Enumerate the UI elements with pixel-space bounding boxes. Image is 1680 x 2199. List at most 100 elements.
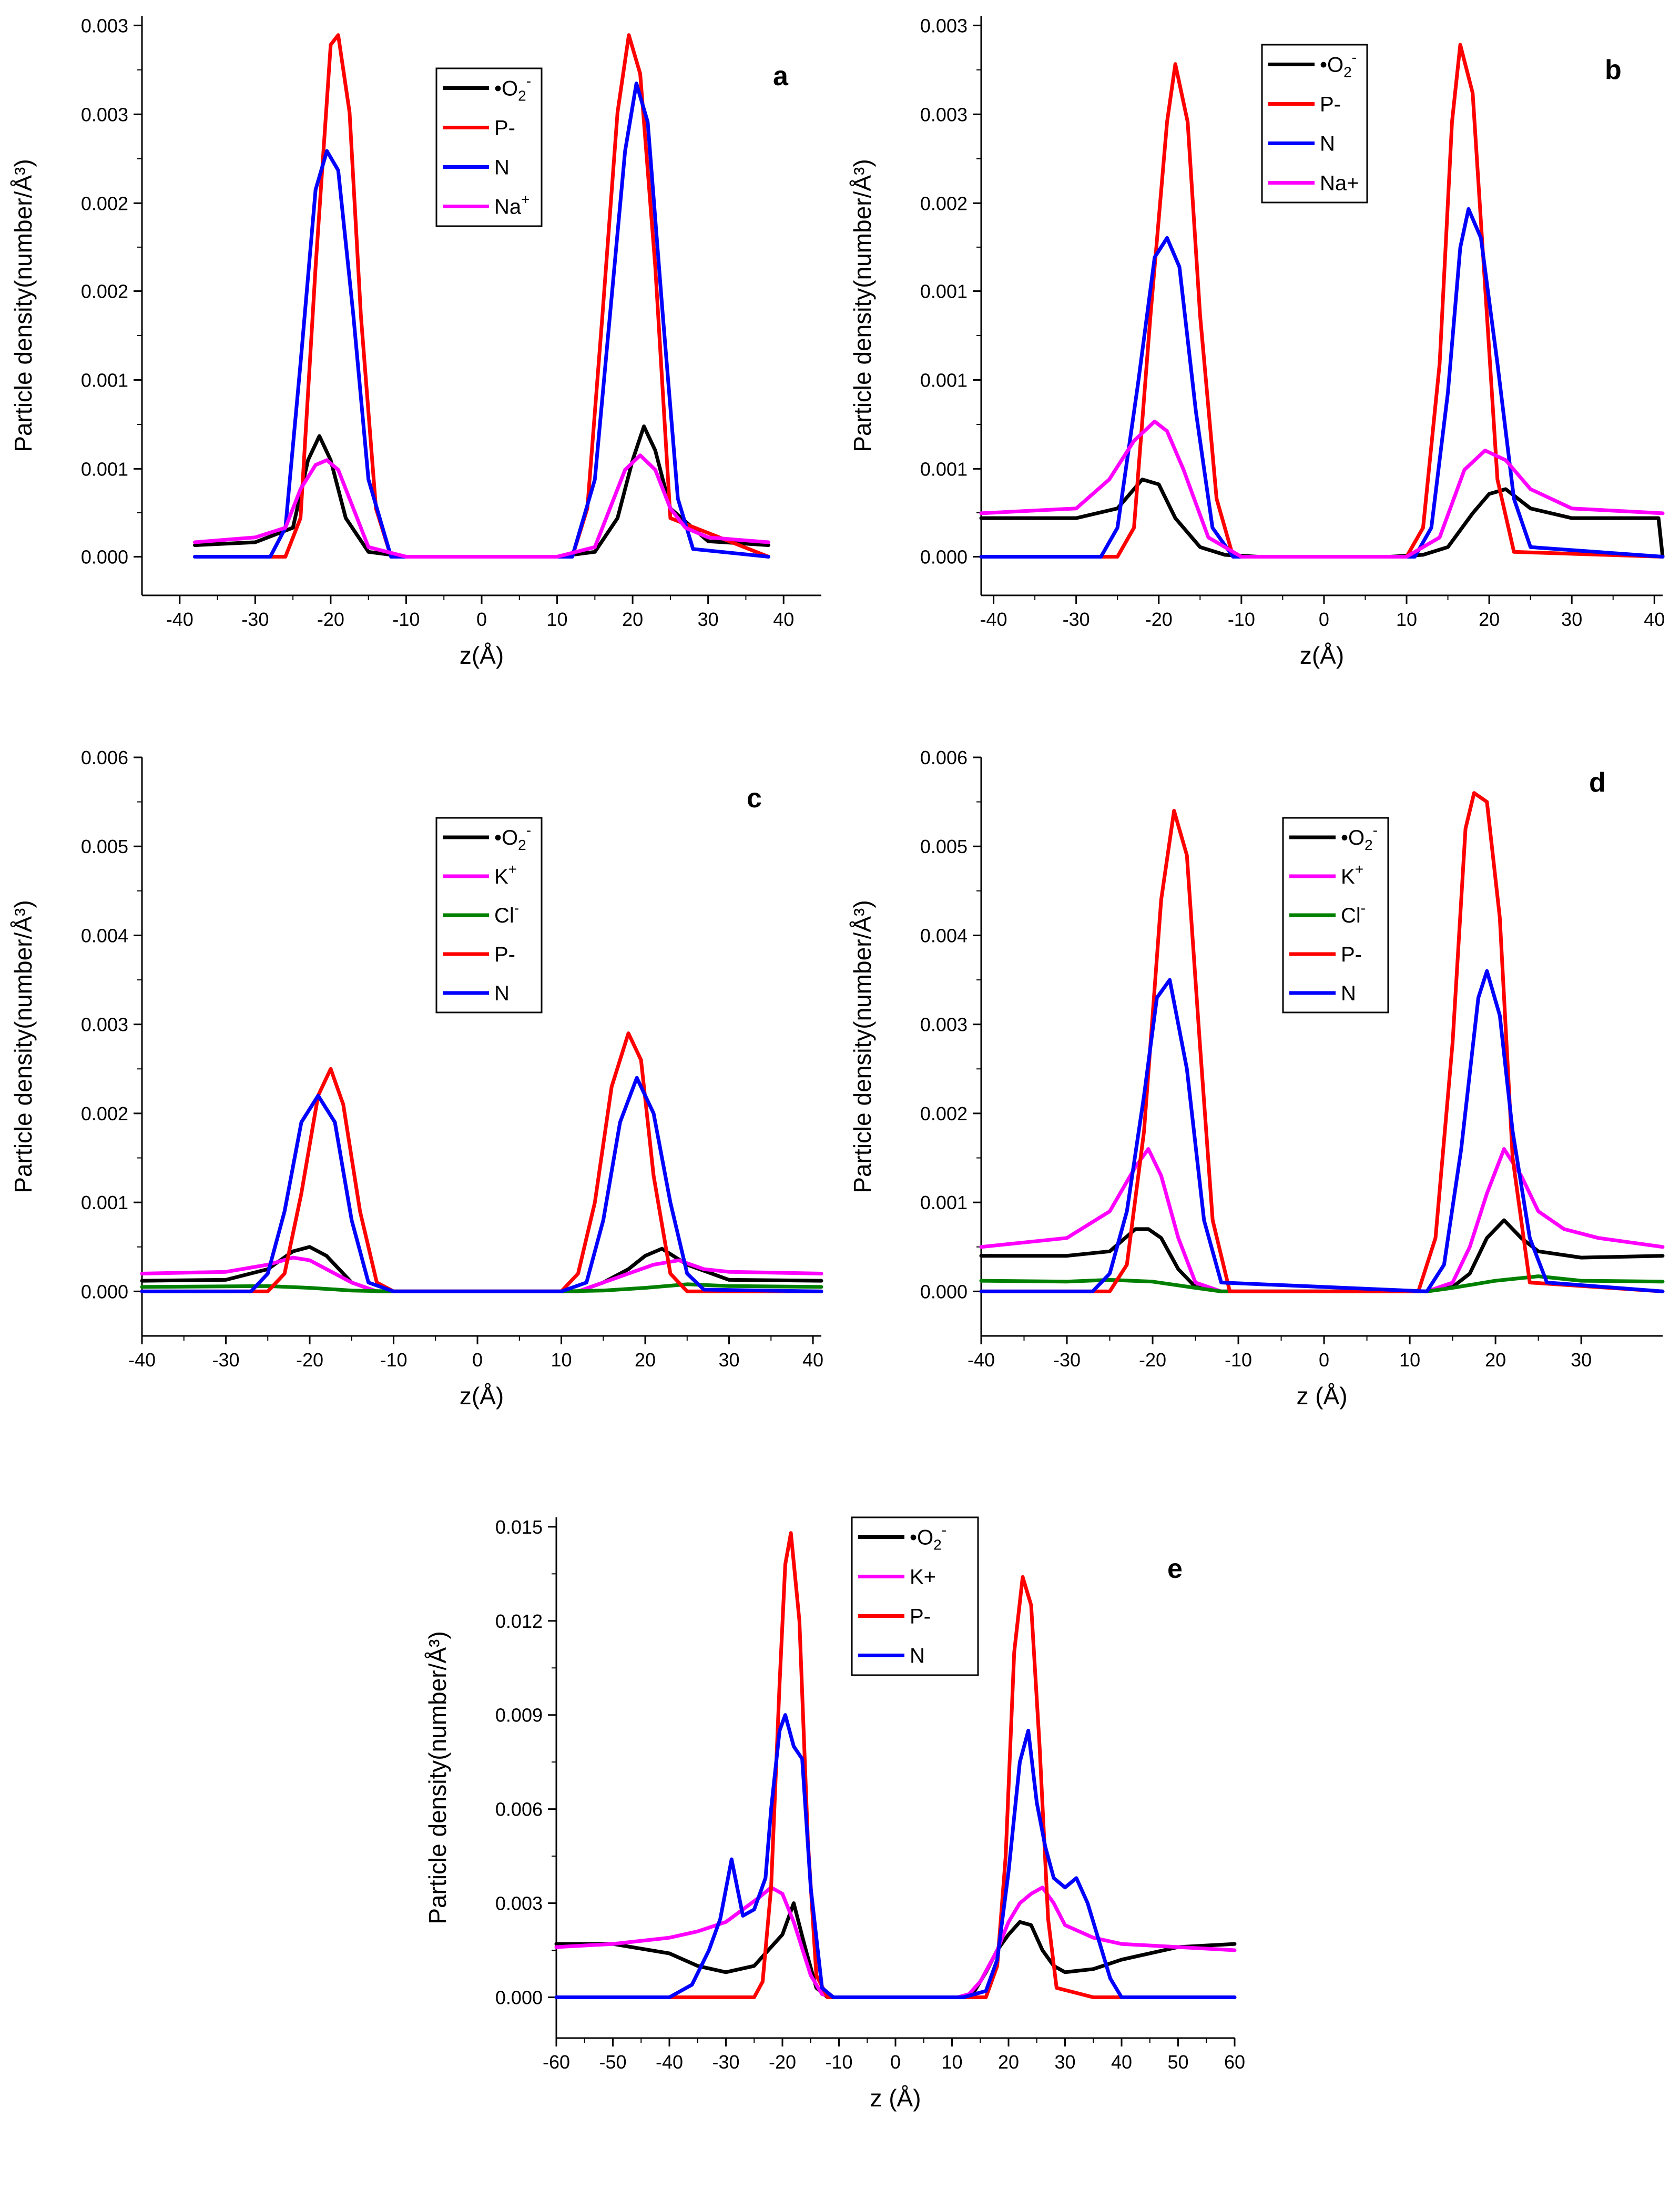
y-axis-label: Particle density(number/Å³) [9, 159, 37, 452]
y-axis-label: Particle density(number/Å³) [424, 1631, 451, 1924]
legend [1261, 44, 1368, 204]
x-tick-label: -40 [968, 1349, 995, 1371]
x-tick-label: 20 [1479, 609, 1500, 630]
legend-label: N [910, 1645, 925, 1668]
x-tick-label: -50 [599, 2051, 626, 2073]
y-tick-label: 0.001 [920, 1192, 968, 1213]
chart-panel-b: -40 -30 -20 -10 0 10 20 30 40 0.000 0.001 0.001 0.00… [849, 15, 1665, 669]
y-tick-label: 0.005 [920, 836, 968, 857]
x-tick-label: 0 [472, 1349, 483, 1371]
x-tick-label: -40 [980, 609, 1007, 630]
legend-label: Na+ [494, 191, 530, 219]
x-tick-label: 40 [773, 609, 794, 630]
x-tick-label: 20 [998, 2051, 1019, 2073]
x-tick-label: -10 [1225, 1349, 1252, 1371]
y-tick-label: 0.006 [920, 747, 968, 768]
legend-label: Cl- [1341, 900, 1366, 927]
legend-label: P- [1320, 93, 1341, 116]
y-axis-label: Particle density(number/Å³) [9, 900, 37, 1193]
y-tick-label: 0.002 [920, 192, 968, 214]
y-tick-label: 0.001 [920, 369, 968, 391]
x-tick-label: 30 [1561, 609, 1582, 630]
x-tick-label: 10 [1399, 1349, 1420, 1371]
legend-label: N [494, 982, 510, 1005]
series-line-n [554, 1713, 1237, 1999]
y-tick-label: 0.000 [81, 1281, 128, 1302]
y-tick-label: 0.002 [81, 280, 128, 302]
y-tick-label: 0.012 [495, 1610, 543, 1632]
chart-panel-a: -40 -30 -20 -10 0 10 20 30 40 0.000 0.001 0.001 0.00… [9, 15, 821, 669]
y-tick-label: 0.000 [920, 546, 968, 568]
chart-panel-e: -60 -50 -40 -30 -20 -10 0 10 20 30 40 50 60 0.000 0.00… [424, 1516, 1245, 2112]
y-tick-label: 0.003 [920, 15, 968, 36]
x-tick-label: 10 [547, 609, 568, 630]
y-tick-label: 0.006 [81, 747, 128, 768]
x-tick-label: 20 [622, 609, 643, 630]
x-axis-label: z(Å) [1300, 642, 1344, 669]
x-axis-label: z (Å) [1296, 1382, 1347, 1410]
legend-label: K+ [1341, 861, 1363, 888]
x-tick-label: -30 [712, 2051, 739, 2073]
series-line-na [193, 453, 770, 559]
x-tick-label: 0 [476, 609, 487, 630]
series-line-p [979, 791, 1665, 1293]
x-tick-label: -30 [1063, 609, 1090, 630]
x-tick-label: 40 [1111, 2051, 1132, 2073]
x-tick-label: 0 [1319, 1349, 1329, 1371]
x-tick-label: -10 [380, 1349, 408, 1371]
legend-label: •O2- [910, 1522, 946, 1553]
x-tick-label: -10 [392, 609, 420, 630]
legend-label: K+ [910, 1566, 936, 1589]
legend-label: N [1320, 133, 1335, 156]
x-tick-label: -10 [825, 2051, 852, 2073]
y-tick-label: 0.001 [920, 280, 968, 302]
x-tick-label: -30 [1053, 1349, 1081, 1371]
y-tick-label: 0.000 [495, 1987, 543, 2008]
y-tick-label: 0.003 [81, 1014, 128, 1036]
y-tick-label: 0.003 [81, 15, 128, 36]
x-axis-label: z (Å) [870, 2084, 921, 2112]
y-tick-label: 0.002 [81, 192, 128, 214]
y-tick-label: 0.003 [920, 1014, 968, 1036]
legend-label: •O2- [494, 73, 531, 104]
x-tick-label: 10 [941, 2051, 962, 2073]
y-tick-label: 0.002 [81, 1103, 128, 1124]
x-tick-label: -60 [543, 2051, 570, 2073]
legend-label: N [1341, 982, 1356, 1005]
x-tick-label: -20 [769, 2051, 796, 2073]
legend-label: •O2- [1320, 49, 1357, 80]
panel-letter: a [773, 61, 789, 92]
y-tick-label: 0.009 [495, 1705, 543, 1726]
x-tick-label: -30 [241, 609, 269, 630]
x-tick-label: 30 [1571, 1349, 1592, 1371]
y-tick-label: 0.003 [495, 1893, 543, 1914]
x-tick-label: 20 [1485, 1349, 1506, 1371]
legend-label: P- [494, 117, 515, 140]
legend [851, 1516, 979, 1676]
y-tick-label: 0.004 [920, 925, 968, 946]
chart-panel-c: -40 -30 -20 -10 0 10 20 30 40 0.000 0.001 0.002 0.00… [9, 747, 823, 1410]
legend-label: K+ [494, 861, 517, 888]
x-tick-label: -30 [212, 1349, 239, 1371]
y-tick-label: 0.003 [920, 104, 968, 125]
y-axis-label: Particle density(number/Å³) [849, 159, 876, 452]
x-tick-label: -20 [1139, 1349, 1166, 1371]
legend-label: P- [910, 1605, 931, 1628]
x-tick-label: -40 [656, 2051, 683, 2073]
x-tick-label: 10 [1396, 609, 1417, 630]
panel-letter: d [1589, 767, 1606, 798]
x-tick-label: 20 [635, 1349, 656, 1371]
y-tick-label: 0.001 [81, 458, 128, 480]
x-tick-label: 0 [1319, 609, 1329, 630]
x-axis-label: z(Å) [460, 642, 504, 669]
legend [435, 67, 543, 227]
y-tick-label: 0.004 [81, 925, 128, 946]
x-tick-label: 30 [698, 609, 719, 630]
y-tick-label: 0.001 [81, 1192, 128, 1213]
x-tick-label: -40 [128, 1349, 156, 1371]
x-tick-label: -20 [317, 609, 344, 630]
x-tick-label: -20 [1145, 609, 1173, 630]
series-line-n [979, 969, 1665, 1293]
legend-label: Cl- [494, 900, 519, 927]
